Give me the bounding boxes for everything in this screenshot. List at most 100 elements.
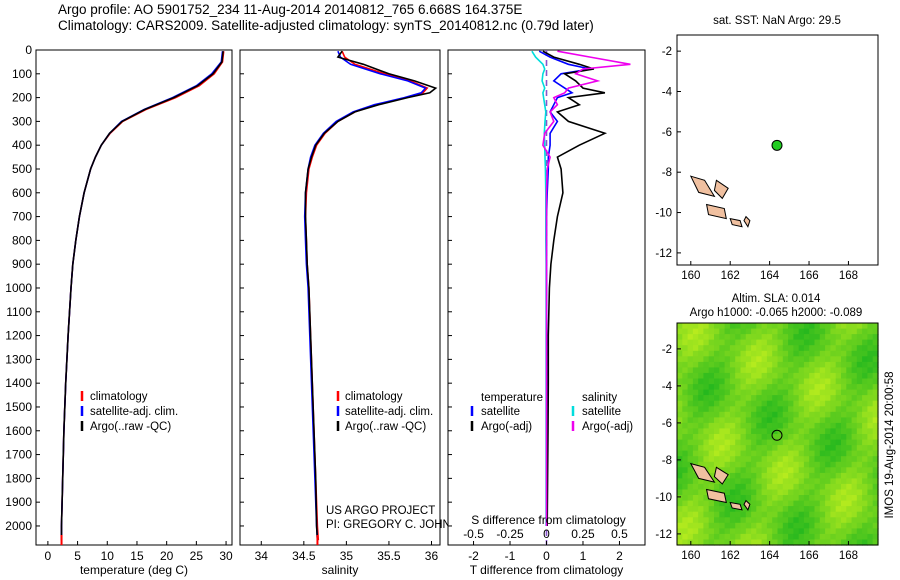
sla-cell (872, 345, 879, 352)
sla-cell (682, 323, 689, 330)
sla-cell (830, 367, 837, 374)
sla-cell (856, 467, 863, 474)
sla-cell (698, 389, 705, 396)
sla-cell (782, 328, 789, 335)
sla-cell (793, 339, 800, 346)
sla-cell (819, 361, 826, 368)
sla-cell (798, 384, 805, 391)
sla-cell (740, 439, 747, 446)
sla-cell (729, 339, 736, 346)
sla-cell (777, 472, 784, 479)
sla-cell (740, 372, 747, 379)
sla-cell (766, 400, 773, 407)
sla-cell (682, 389, 689, 396)
sla-cell (872, 323, 879, 330)
sla-cell (735, 339, 742, 346)
sla-cell (719, 384, 726, 391)
sla-cell (809, 384, 816, 391)
sla-cell (867, 522, 874, 529)
sla-cell (740, 495, 747, 502)
sla-cell (841, 533, 847, 540)
sla-cell (729, 345, 736, 352)
sla-cell (856, 489, 863, 496)
sla-cell (872, 434, 879, 441)
sla-cell (835, 389, 842, 396)
sla-cell (692, 456, 699, 463)
x-tick-label: 30 (219, 549, 233, 563)
sla-cell (692, 406, 699, 413)
sla-cell (756, 528, 763, 535)
sla-cell (777, 389, 784, 396)
sla-cell (814, 434, 821, 441)
sla-cell (777, 334, 784, 341)
sla-cell (867, 378, 874, 385)
y-tick-label: 1200 (5, 329, 32, 343)
sla-cell (846, 372, 853, 379)
sla-cell (714, 450, 720, 457)
sla-cell (872, 506, 879, 513)
sla-cell (692, 500, 699, 507)
sla-cell (782, 533, 789, 540)
sla-cell (819, 339, 826, 346)
sla-cell (703, 517, 710, 524)
sla-cell (846, 483, 853, 490)
sla-cell (830, 356, 837, 363)
x-tick-label: 160 (681, 550, 700, 562)
sla-cell (809, 472, 816, 479)
sla-cell (766, 422, 773, 429)
y-tick-label: 400 (12, 138, 32, 152)
sla-cell (798, 323, 805, 330)
sla-cell (766, 450, 773, 457)
sla-cell (687, 395, 694, 402)
sla-cell (793, 522, 800, 529)
y-tick-label: 1800 (5, 471, 32, 485)
sla-cell (708, 406, 715, 413)
sla-cell (782, 389, 789, 396)
island-shape (743, 215, 751, 228)
sla-cell (735, 367, 742, 374)
sla-cell (788, 528, 794, 535)
sla-cell (867, 328, 874, 335)
sla-cell (756, 389, 763, 396)
sla-cell (766, 517, 773, 524)
sla-cell (814, 417, 821, 424)
sla-cell (766, 445, 773, 452)
y-tick-label: -6 (662, 127, 672, 139)
sla-cell (729, 522, 736, 529)
sla-cell (719, 506, 726, 513)
sla-cell (793, 400, 800, 407)
sla-cell (846, 356, 853, 363)
sla-cell (682, 384, 689, 391)
sla-cell (682, 533, 689, 540)
sla-cell (724, 461, 731, 468)
sla-cell (862, 439, 868, 446)
sla-cell (825, 533, 831, 540)
sla-cell (782, 517, 789, 524)
sla-cell (682, 400, 689, 407)
sla-cell (729, 384, 736, 391)
sla-cell (830, 428, 837, 435)
sla-cell (751, 533, 757, 540)
sla-cell (708, 356, 715, 363)
sla-cell (830, 483, 837, 490)
sla-cell (862, 372, 868, 379)
sla-cell (745, 506, 752, 513)
x-tick-label-salinity: 0.5 (611, 527, 628, 541)
sla-cell (798, 350, 805, 357)
sla-cell (793, 334, 800, 341)
sla-cell (729, 428, 736, 435)
sla-cell (745, 517, 752, 524)
sla-cell (830, 506, 837, 513)
sla-cell (798, 511, 805, 518)
x-tick-label: 1 (580, 549, 587, 563)
sla-cell (766, 323, 773, 330)
sla-cell (862, 445, 868, 452)
sla-cell (766, 384, 773, 391)
sla-cell (751, 328, 757, 335)
sla-cell (862, 350, 868, 357)
sla-cell (714, 417, 720, 424)
sla-cell (766, 456, 773, 463)
sla-cell (703, 428, 710, 435)
sla-cell (719, 339, 726, 346)
sla-cell (766, 345, 773, 352)
